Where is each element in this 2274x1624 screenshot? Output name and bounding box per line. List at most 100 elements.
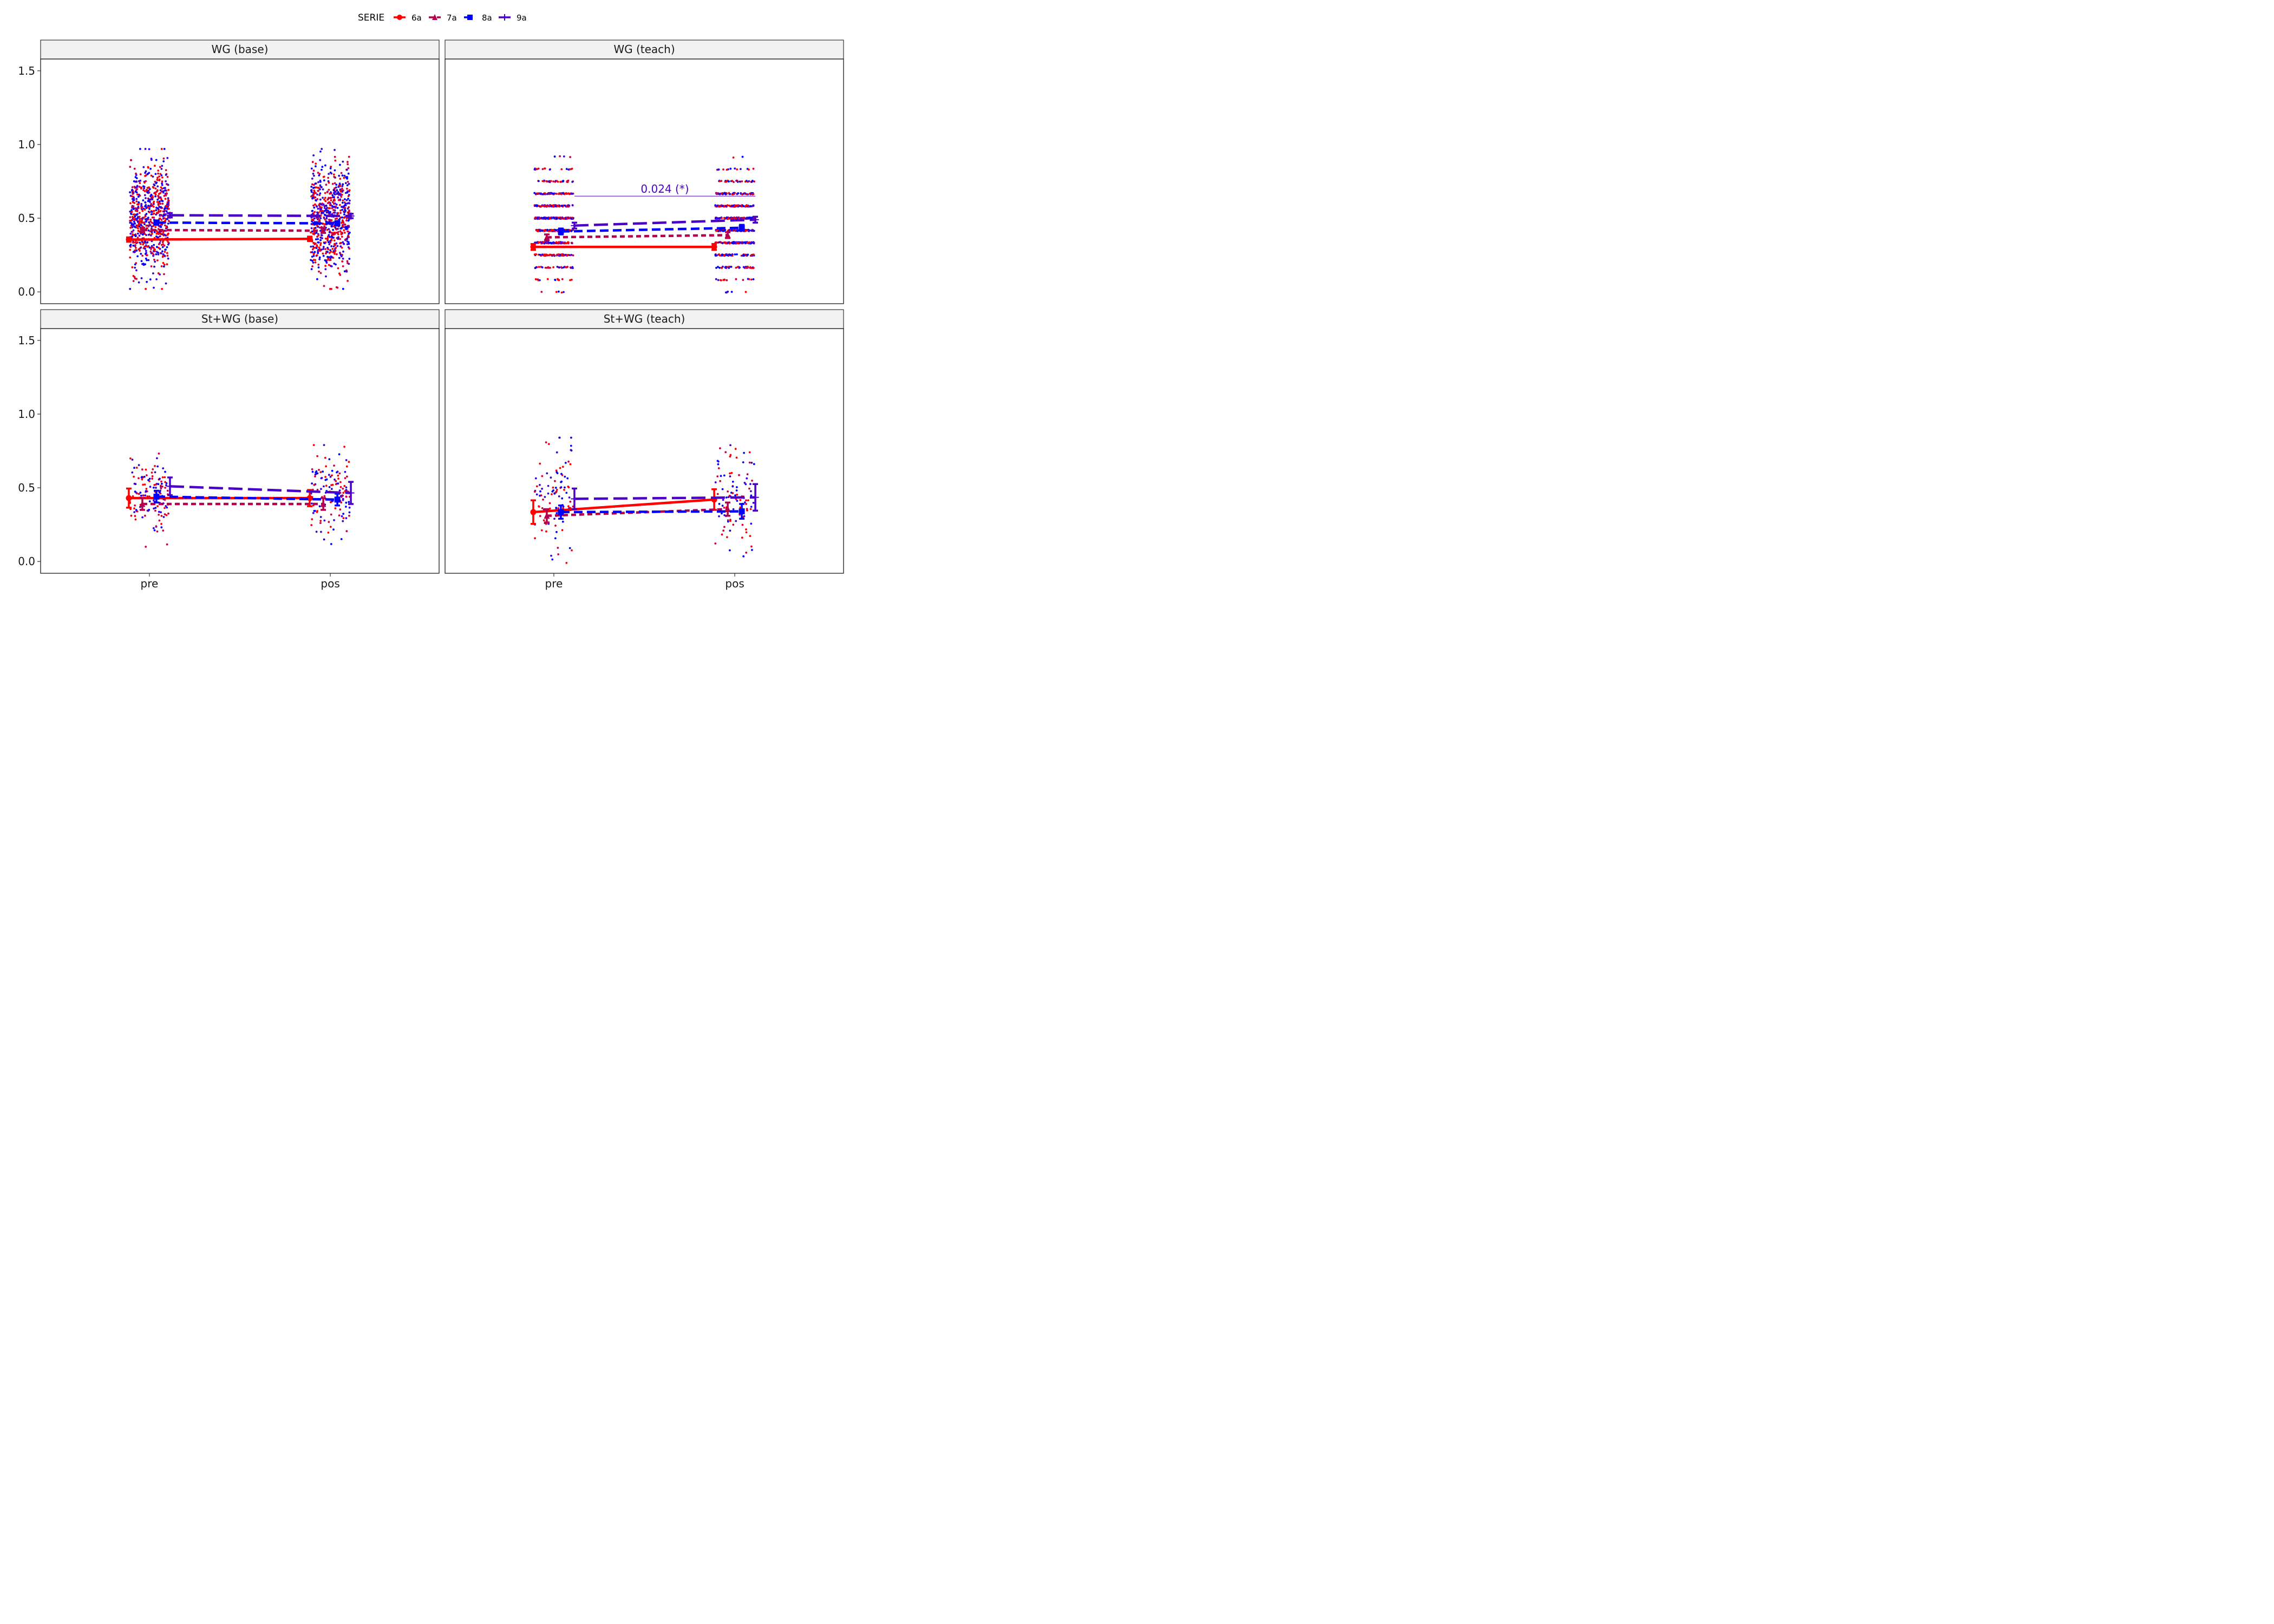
data-point <box>558 192 560 194</box>
data-point <box>140 494 142 497</box>
data-point <box>566 477 569 480</box>
data-point <box>731 229 733 231</box>
data-point <box>738 474 740 476</box>
data-point <box>166 207 168 210</box>
data-point <box>166 246 168 248</box>
data-point <box>328 458 331 461</box>
data-point <box>151 198 154 201</box>
data-point <box>144 514 146 517</box>
data-point <box>148 477 151 480</box>
data-point <box>149 250 152 253</box>
data-point <box>330 513 332 516</box>
data-point <box>741 536 743 539</box>
data-point <box>146 259 148 261</box>
data-point <box>135 234 137 237</box>
data-point <box>136 492 138 495</box>
data-point <box>330 251 332 253</box>
data-point <box>345 517 348 520</box>
data-point <box>336 470 339 473</box>
data-point <box>343 446 345 448</box>
data-point <box>329 202 331 204</box>
data-point <box>560 291 563 294</box>
data-point <box>544 229 547 232</box>
data-point <box>719 229 722 232</box>
data-point <box>324 479 327 481</box>
significance-label: 0.024 (*) <box>641 182 689 195</box>
data-point <box>165 248 167 251</box>
data-point <box>147 189 150 192</box>
data-point <box>162 265 165 268</box>
data-point <box>727 218 730 220</box>
data-point <box>343 232 346 234</box>
data-point <box>544 217 546 219</box>
series-line-9a <box>574 496 756 500</box>
data-point <box>135 247 137 249</box>
data-point <box>536 217 539 219</box>
data-point <box>165 482 168 484</box>
data-point <box>167 233 169 235</box>
data-point <box>318 270 320 273</box>
data-point <box>167 207 170 210</box>
data-point <box>144 263 146 266</box>
data-point <box>334 233 336 235</box>
data-point <box>145 180 147 182</box>
data-point <box>717 460 720 463</box>
data-point <box>343 229 345 232</box>
data-point <box>342 241 344 244</box>
data-point <box>158 453 160 455</box>
data-point <box>566 266 568 268</box>
data-point <box>328 197 330 199</box>
data-point <box>539 192 541 195</box>
marker-circle <box>530 244 537 250</box>
data-point <box>334 250 337 252</box>
data-point <box>135 198 138 200</box>
data-point <box>162 516 165 518</box>
data-point <box>561 497 564 500</box>
data-point <box>318 505 321 508</box>
data-point <box>565 217 568 219</box>
data-point <box>152 206 155 208</box>
data-point <box>339 274 342 276</box>
data-point <box>544 266 547 269</box>
data-point <box>313 206 316 209</box>
data-point <box>139 218 141 220</box>
data-point <box>750 230 753 232</box>
data-point <box>146 245 149 248</box>
data-point <box>340 538 343 540</box>
data-point <box>344 192 347 194</box>
data-point <box>149 278 152 281</box>
marker-triangle <box>432 14 437 20</box>
data-point <box>554 205 557 207</box>
data-point <box>345 465 348 468</box>
data-point <box>319 188 321 191</box>
data-point <box>132 241 134 244</box>
y-tick-label: 1.5 <box>18 334 35 347</box>
data-point <box>534 267 537 269</box>
data-point <box>338 204 341 206</box>
data-point <box>335 186 337 189</box>
data-point <box>165 505 167 507</box>
data-point <box>331 213 334 215</box>
data-point <box>342 199 344 202</box>
data-point <box>161 182 163 185</box>
data-point <box>551 490 554 493</box>
data-point <box>734 494 736 496</box>
data-point <box>139 182 141 185</box>
data-point <box>322 176 325 178</box>
data-point <box>552 180 554 182</box>
data-point <box>330 166 332 168</box>
data-point <box>534 217 537 219</box>
data-point <box>341 174 344 177</box>
data-point <box>157 169 160 172</box>
data-point <box>337 267 339 270</box>
data-point <box>160 523 162 525</box>
faceted-line-chart: SERIE 6a 7a 8a 9a WG (base) 0.0 0.5 1.0 1.5 WG (te… <box>18 12 844 590</box>
data-point <box>550 192 552 194</box>
data-point <box>143 181 146 184</box>
data-point <box>739 499 742 501</box>
marker-circle <box>306 495 313 501</box>
data-point <box>164 233 166 236</box>
x-axis: pre pos <box>545 573 744 590</box>
data-point <box>739 266 741 269</box>
data-point <box>345 217 348 220</box>
